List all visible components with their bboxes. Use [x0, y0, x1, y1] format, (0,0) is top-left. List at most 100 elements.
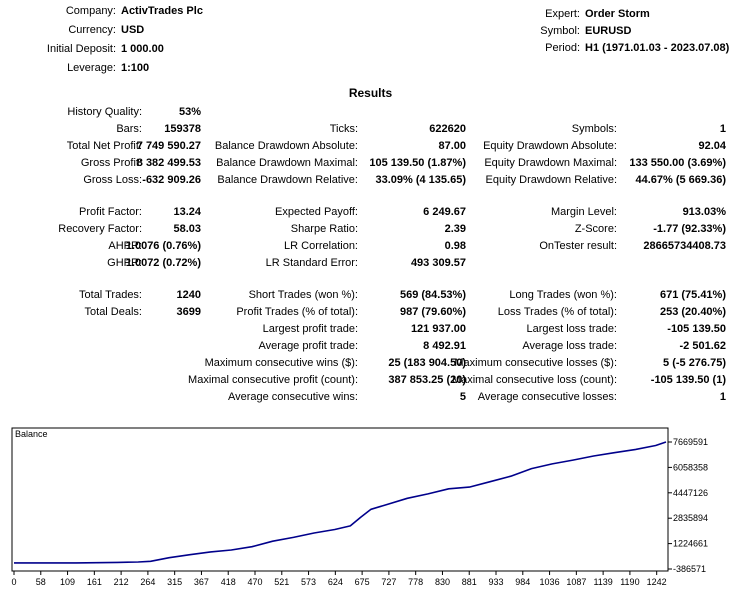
stat-label: Z-Score:: [574, 223, 617, 235]
x-tick-label: 315: [167, 577, 182, 587]
x-tick-label: 778: [408, 577, 423, 587]
stat-label: Equity Drawdown Maximal:: [484, 157, 617, 169]
x-tick-label: 521: [274, 577, 289, 587]
stat-label: Symbols:: [571, 123, 617, 135]
stat-value: 133 550.00 (3.69%): [629, 157, 726, 169]
stat-label: Balance Drawdown Relative:: [217, 174, 358, 186]
y-tick-label: -386571: [673, 564, 706, 574]
stat-value: 569 (84.53%): [399, 289, 466, 301]
stat-label: LR Correlation:: [284, 240, 358, 252]
balance-chart: Balance 7669591 6058358 4447126 2835894 12246…: [10, 426, 732, 598]
stat-value: 8 492.91: [423, 340, 466, 352]
stat-value: -1.77 (92.33%): [653, 223, 726, 235]
stat-value: 1: [719, 391, 726, 403]
stat-label: Equity Drawdown Relative:: [485, 174, 617, 186]
stat-value: 33.09% (4 135.65): [375, 174, 466, 186]
stat-label: Loss Trades (% of total):: [497, 306, 617, 318]
stat-label: Bars:: [116, 123, 142, 135]
stat-value: 253 (20.40%): [659, 306, 726, 318]
stat-value: 5: [459, 391, 466, 403]
x-tick-label: 0: [11, 577, 16, 587]
x-tick-label: 367: [194, 577, 209, 587]
header-left-value: 1:100: [121, 62, 150, 74]
stat-label: GHPR:: [107, 257, 142, 269]
stat-value: 913.03%: [682, 206, 726, 218]
stat-value: 1240: [176, 289, 201, 301]
x-tick-label: 573: [301, 577, 316, 587]
stat-value: 5 (-5 276.75): [663, 357, 726, 369]
stat-label: Average profit trade:: [258, 340, 358, 352]
stat-label: Maximal consecutive profit (count):: [188, 374, 358, 386]
stat-value: -105 139.50: [667, 323, 726, 335]
header-left-label: Leverage:: [67, 62, 116, 74]
stat-value: 0.98: [444, 240, 466, 252]
stat-value: 2.39: [444, 223, 466, 235]
chart-title: Balance: [15, 429, 48, 439]
x-tick-label: 1036: [540, 577, 560, 587]
x-tick-label: 161: [87, 577, 102, 587]
x-tick-label: 1087: [566, 577, 586, 587]
stat-label: Maximum consecutive wins ($):: [204, 357, 358, 369]
stat-label: Largest loss trade:: [526, 323, 618, 335]
stat-value: 105 139.50 (1.87%): [369, 157, 466, 169]
stat-label: Average consecutive losses:: [477, 391, 617, 403]
x-tick-label: 1190: [620, 577, 639, 587]
stat-label: Total Deals:: [84, 306, 142, 318]
header-right-label: Symbol:: [540, 25, 580, 37]
header-right-value: H1 (1971.01.03 - 2023.07.08): [585, 42, 730, 54]
stat-label: History Quality:: [67, 106, 142, 118]
x-tick-label: 881: [462, 577, 477, 587]
header-right-label: Expert:: [545, 8, 580, 20]
stat-value: 387 853.25 (20): [388, 374, 466, 386]
stat-value: 53%: [178, 106, 201, 118]
header-left-value: ActivTrades Plc: [121, 5, 203, 17]
stat-value: 58.03: [173, 223, 201, 235]
x-tick-label: 109: [60, 577, 75, 587]
x-tick-label: 212: [114, 577, 129, 587]
results-title: Results: [348, 86, 393, 100]
stat-label: Maximal consecutive loss (count):: [451, 374, 617, 386]
stat-value: -2 501.62: [679, 340, 726, 352]
stat-label: Balance Drawdown Maximal:: [216, 157, 358, 169]
stat-label: Gross Loss:: [83, 174, 142, 186]
stat-value: 28665734408.73: [643, 240, 726, 252]
stat-value: 6 249.67: [423, 206, 466, 218]
stat-label: LR Standard Error:: [265, 257, 358, 269]
stat-value: 92.04: [698, 140, 726, 152]
stat-value: 25 (183 904.50): [388, 357, 466, 369]
stat-label: Profit Trades (% of total):: [236, 306, 358, 318]
stat-label: Sharpe Ratio:: [290, 223, 358, 235]
stat-label: Equity Drawdown Absolute:: [483, 140, 617, 152]
stat-value: 121 937.00: [410, 323, 466, 335]
stat-label: Profit Factor:: [79, 206, 142, 218]
header-right-value: EURUSD: [585, 25, 632, 37]
header-left-label: Initial Deposit:: [46, 43, 116, 55]
header-right-label: Period:: [545, 42, 580, 54]
x-tick-label: 675: [355, 577, 370, 587]
stat-value: 1.0072 (0.72%): [125, 257, 201, 269]
stat-value: 493 309.57: [410, 257, 466, 269]
stat-label: AHPR:: [108, 240, 142, 252]
stat-value: 671 (75.41%): [659, 289, 726, 301]
stat-value: 8 382 499.53: [136, 157, 201, 169]
stat-label: Expected Payoff:: [275, 206, 358, 218]
balance-line: [14, 441, 667, 564]
y-tick-label: 1224661: [673, 539, 708, 549]
stat-label: Total Trades:: [79, 289, 142, 301]
x-tick-label: 933: [488, 577, 503, 587]
stat-label: Average loss trade:: [522, 340, 617, 352]
x-tick-label: 264: [140, 577, 155, 587]
stat-value: 1: [719, 123, 726, 135]
stat-label: Largest profit trade:: [262, 323, 358, 335]
x-tick-label: 1242: [647, 577, 667, 587]
stat-value: 87.00: [438, 140, 466, 152]
stat-label: Maximum consecutive losses ($):: [454, 357, 617, 369]
header-left-label: Currency:: [68, 24, 116, 36]
x-tick-label: 727: [381, 577, 396, 587]
y-tick-label: 7669591: [673, 437, 708, 447]
y-tick-label: 6058358: [673, 462, 708, 472]
stat-value: 7 749 590.27: [136, 140, 201, 152]
stat-value: -105 139.50 (1): [650, 374, 726, 386]
stat-label: Balance Drawdown Absolute:: [214, 140, 358, 152]
stat-value: 622620: [429, 123, 466, 135]
